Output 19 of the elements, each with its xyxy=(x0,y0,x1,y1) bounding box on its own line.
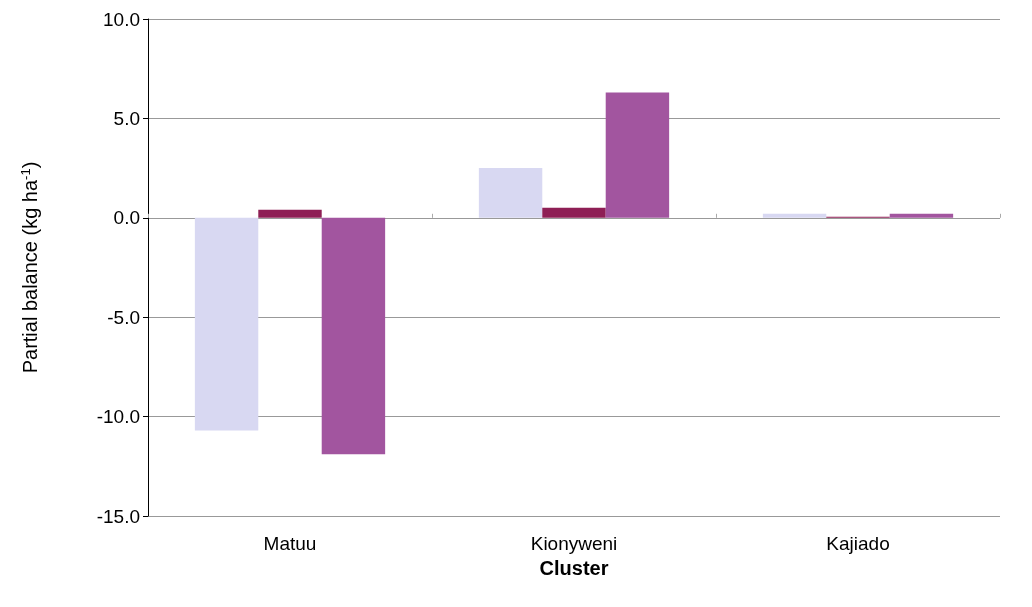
bar xyxy=(258,209,322,218)
y-tick-label: -10.0 xyxy=(96,406,140,428)
x-tick-label: Matuu xyxy=(263,533,317,554)
bar xyxy=(194,217,259,431)
bar xyxy=(605,92,670,218)
bar xyxy=(889,213,954,218)
x-axis-title: Cluster xyxy=(539,557,609,579)
bar xyxy=(762,213,827,218)
bar xyxy=(478,168,543,218)
y-tick-label: 10.0 xyxy=(103,8,140,30)
y-tick-label: -5.0 xyxy=(107,306,140,328)
bar xyxy=(321,217,386,455)
x-tick-label: Kionyweni xyxy=(530,533,618,554)
y-tick-label: 0.0 xyxy=(113,207,140,229)
x-tick-label: Kajiado xyxy=(826,533,890,554)
y-tick-label: -15.0 xyxy=(96,505,140,527)
y-tick-label: 5.0 xyxy=(113,107,140,129)
y-axis-title: Partial balance (kg ha-1) xyxy=(18,161,41,374)
bar xyxy=(542,207,606,218)
